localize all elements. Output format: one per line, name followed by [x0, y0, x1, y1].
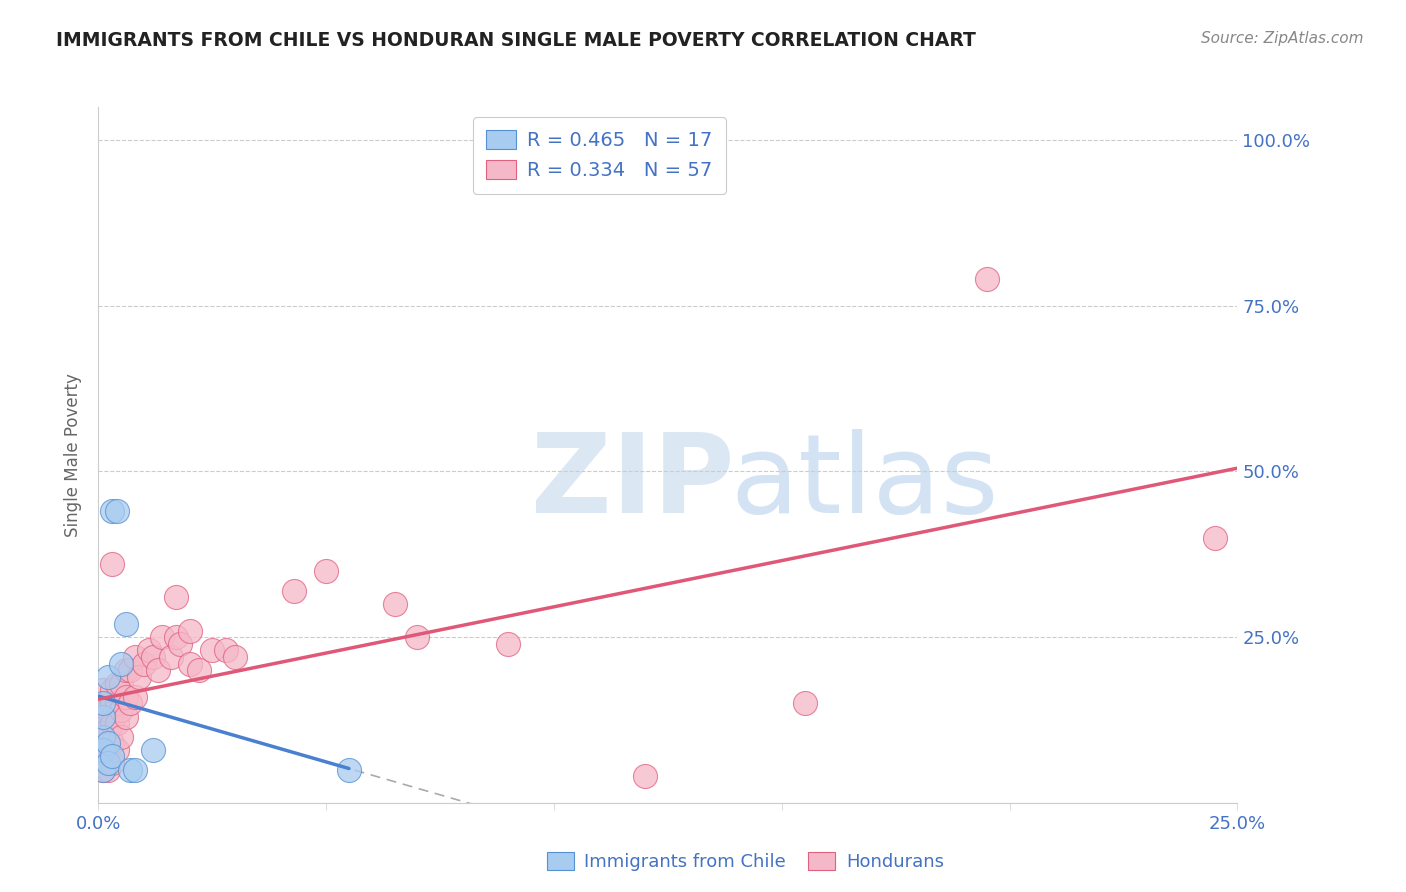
Point	[124, 690, 146, 704]
Point	[976, 272, 998, 286]
Point	[101, 749, 124, 764]
Point	[105, 504, 128, 518]
Point	[120, 697, 142, 711]
Point	[91, 709, 114, 723]
Point	[91, 683, 114, 698]
Point	[120, 763, 142, 777]
Point	[96, 743, 118, 757]
Point	[91, 743, 114, 757]
Legend: Immigrants from Chile, Hondurans: Immigrants from Chile, Hondurans	[540, 846, 950, 879]
Point	[105, 716, 128, 731]
Point	[96, 736, 118, 750]
Point	[91, 749, 114, 764]
Point	[132, 657, 155, 671]
Point	[124, 650, 146, 665]
Point	[114, 709, 136, 723]
Point	[91, 763, 114, 777]
Legend: R = 0.465   N = 17, R = 0.334   N = 57: R = 0.465 N = 17, R = 0.334 N = 57	[472, 117, 725, 194]
Point	[165, 591, 187, 605]
Text: atlas: atlas	[731, 429, 1000, 536]
Point	[91, 763, 114, 777]
Point	[120, 663, 142, 677]
Point	[96, 756, 118, 770]
Point	[793, 697, 815, 711]
Point	[110, 703, 132, 717]
Point	[91, 697, 114, 711]
Point	[142, 743, 165, 757]
Point	[110, 657, 132, 671]
Point	[91, 730, 114, 744]
Point	[150, 630, 173, 644]
Point	[187, 663, 209, 677]
Point	[128, 670, 150, 684]
Point	[165, 630, 187, 644]
Point	[179, 657, 201, 671]
Point	[169, 637, 191, 651]
Point	[101, 683, 124, 698]
Point	[1204, 531, 1226, 545]
Point	[283, 583, 305, 598]
Point	[96, 723, 118, 737]
Point	[114, 616, 136, 631]
Point	[96, 670, 118, 684]
Point	[224, 650, 246, 665]
Point	[146, 663, 169, 677]
Point	[101, 756, 124, 770]
Text: ZIP: ZIP	[531, 429, 734, 536]
Point	[105, 676, 128, 690]
Point	[114, 690, 136, 704]
Point	[91, 697, 114, 711]
Point	[101, 736, 124, 750]
Point	[110, 730, 132, 744]
Text: Source: ZipAtlas.com: Source: ZipAtlas.com	[1201, 31, 1364, 46]
Point	[91, 703, 114, 717]
Point	[138, 643, 160, 657]
Point	[105, 697, 128, 711]
Point	[498, 637, 520, 651]
Point	[110, 676, 132, 690]
Point	[124, 763, 146, 777]
Point	[384, 597, 406, 611]
Point	[91, 730, 114, 744]
Point	[105, 743, 128, 757]
Point	[91, 716, 114, 731]
Point	[101, 716, 124, 731]
Point	[101, 697, 124, 711]
Point	[96, 703, 118, 717]
Point	[337, 763, 360, 777]
Point	[179, 624, 201, 638]
Point	[142, 650, 165, 665]
Point	[406, 630, 429, 644]
Point	[101, 504, 124, 518]
Point	[160, 650, 183, 665]
Point	[634, 769, 657, 783]
Point	[215, 643, 238, 657]
Y-axis label: Single Male Poverty: Single Male Poverty	[65, 373, 83, 537]
Text: IMMIGRANTS FROM CHILE VS HONDURAN SINGLE MALE POVERTY CORRELATION CHART: IMMIGRANTS FROM CHILE VS HONDURAN SINGLE…	[56, 31, 976, 50]
Point	[101, 558, 124, 572]
Point	[315, 564, 337, 578]
Point	[91, 736, 114, 750]
Point	[201, 643, 224, 657]
Point	[114, 663, 136, 677]
Point	[96, 763, 118, 777]
Text: ZIPatlas: ZIPatlas	[531, 429, 970, 536]
